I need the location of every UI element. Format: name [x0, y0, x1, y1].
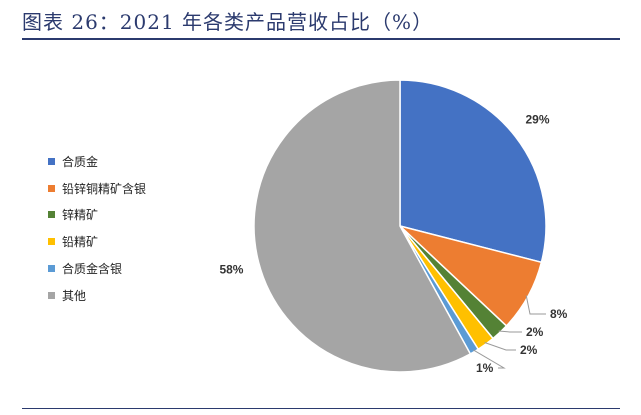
chart-legend: 合质金铅锌铜精矿含银 锌精矿铅精矿合质金含银其他 [48, 148, 146, 309]
pie-slice [253, 79, 472, 373]
leader-line [498, 330, 522, 333]
legend-item: 合质金含银 [48, 255, 146, 282]
legend-swatch [48, 157, 55, 165]
legend-item: 锌精矿 [48, 202, 146, 229]
legend-swatch [48, 211, 55, 219]
legend-label: 铅精矿 [62, 235, 99, 250]
bottom-rule [22, 408, 620, 409]
legend-swatch [48, 291, 55, 299]
legend-swatch [48, 238, 55, 246]
data-label: 58% [219, 262, 243, 276]
leader-line [484, 342, 516, 351]
legend-swatch [48, 265, 55, 273]
leader-line [525, 295, 546, 315]
legend-label: 锌精矿 [62, 208, 99, 223]
legend-label: 铅锌铜精矿含银 [62, 181, 147, 196]
legend-label: 合质金 [62, 154, 99, 169]
data-label: 1% [476, 361, 494, 375]
data-label: 2% [526, 325, 544, 339]
data-label: 29% [525, 112, 549, 126]
leader-line [473, 349, 506, 369]
page-title: 图表 26：2021 年各类产品营收占比（%） [22, 10, 434, 34]
legend-label: 其他 [62, 288, 87, 303]
legend-swatch [48, 184, 55, 192]
data-labels: 29% 8% 2% 2% 1% 58% [219, 112, 567, 375]
legend-label: 合质金含银 [62, 262, 123, 277]
label-leader-lines [473, 295, 546, 369]
pie-slice [399, 79, 547, 264]
legend-item: 铅精矿 [48, 228, 146, 255]
title-underline [22, 38, 620, 40]
data-label: 8% [550, 307, 568, 321]
pie-slices [253, 79, 547, 373]
legend-item: 其他 [48, 282, 146, 309]
legend-item: 合质金 [48, 148, 146, 175]
data-label: 2% [520, 343, 538, 357]
legend-item: 铅锌铜精矿含银 [48, 175, 146, 202]
